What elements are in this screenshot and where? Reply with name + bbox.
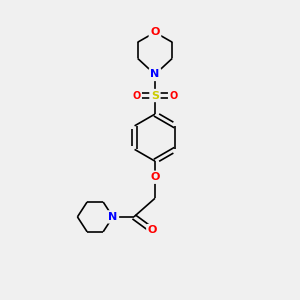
Text: N: N [150, 70, 160, 80]
Text: N: N [108, 212, 118, 222]
Text: O: O [169, 91, 178, 100]
Text: S: S [151, 91, 159, 100]
Text: O: O [150, 172, 160, 182]
Text: O: O [132, 91, 140, 100]
Text: O: O [148, 226, 157, 236]
Text: O: O [150, 27, 160, 37]
